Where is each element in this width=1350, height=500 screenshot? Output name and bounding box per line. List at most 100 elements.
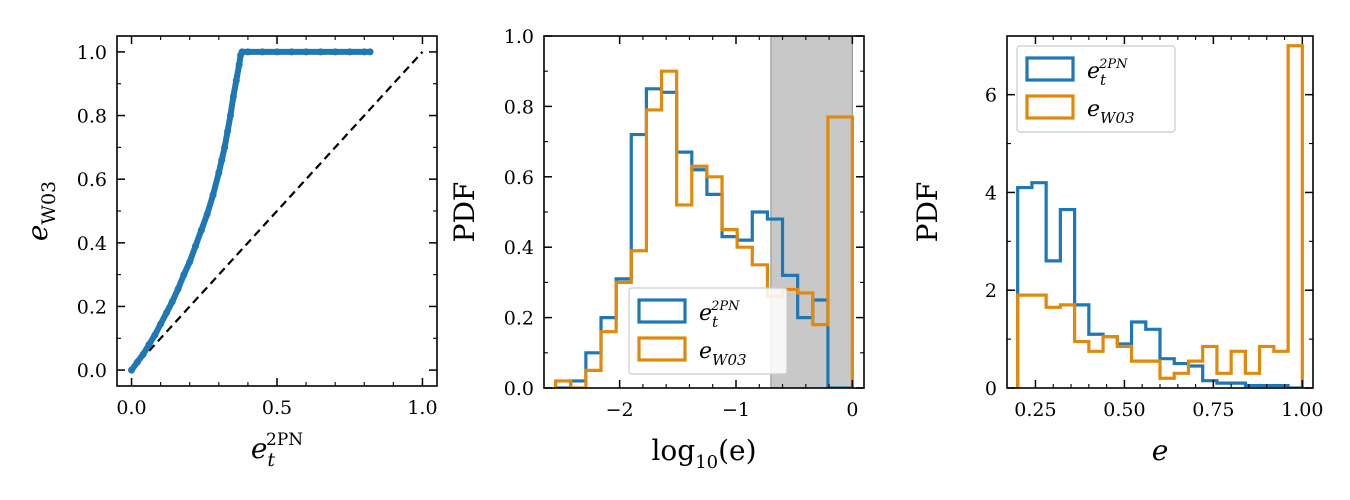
legend-swatch — [1025, 56, 1075, 82]
y-tick-label: 0.6 — [504, 167, 534, 189]
legend-swatch — [637, 336, 687, 362]
plot-area — [554, 36, 854, 388]
scatter-point — [244, 48, 252, 56]
y-tick-label: 0.8 — [77, 106, 107, 128]
scatter-point — [258, 48, 266, 56]
x-axis-label-sup: 2PN — [266, 430, 303, 450]
x-tick-label: 1.0 — [407, 397, 437, 419]
scatter-point — [203, 210, 211, 218]
y-axis-label-sub: W03 — [38, 181, 60, 225]
x-axis-label: log10(e) — [651, 434, 756, 473]
x-tick-label: −1 — [722, 399, 750, 421]
legend-entry-sub: t — [1100, 71, 1107, 89]
scatter-point — [145, 341, 153, 349]
y-tick-label: 6 — [985, 85, 997, 107]
scatter-point — [235, 61, 243, 69]
x-axis-label-sub: 10 — [695, 452, 718, 473]
legend-entry-sub: t — [712, 313, 719, 331]
scatter-point — [133, 358, 141, 366]
x-tick-label: 0.25 — [1014, 399, 1056, 421]
plot-area — [128, 48, 424, 374]
scatter-point — [302, 48, 310, 56]
reference-line — [130, 51, 424, 371]
legend-entry-sup: 2PN — [710, 299, 740, 314]
legend-entry-base: e — [699, 339, 712, 364]
x-axis-label-suffix: (e) — [718, 434, 756, 467]
scatter-point — [197, 226, 205, 234]
scatter-point — [224, 127, 232, 135]
scatter-point — [192, 242, 200, 250]
y-tick-label: 0.0 — [504, 378, 534, 400]
scatter-point — [139, 350, 147, 358]
scatter-point — [238, 48, 246, 56]
y-tick-label: 0.0 — [77, 360, 107, 382]
legend-entry-base: e — [1087, 97, 1100, 122]
legend-entry-label: et2PN — [1087, 57, 1128, 89]
scatter-point — [232, 77, 240, 85]
legend-box — [628, 287, 788, 375]
y-axis-label-text: PDF — [448, 182, 481, 243]
legend-swatch — [637, 298, 687, 324]
legend-entry-label: et2PN — [699, 299, 740, 331]
scatter-point — [174, 285, 182, 293]
scatter-point — [151, 331, 159, 339]
scatter-point — [128, 366, 136, 374]
hist-series-2 — [1016, 44, 1304, 388]
x-tick-label: 1.00 — [1281, 399, 1323, 421]
scatter-point — [331, 48, 339, 56]
scatter-point — [162, 309, 170, 317]
scatter-point — [226, 112, 234, 120]
legend-entry-sub: W03 — [1100, 109, 1135, 127]
plot-area — [1016, 44, 1304, 388]
y-tick-label: 0.4 — [504, 237, 534, 259]
scatter-point — [288, 48, 296, 56]
y-tick-label: 0.6 — [77, 169, 107, 191]
x-axis-label: et2PN — [251, 430, 303, 471]
scatter-point — [360, 48, 368, 56]
legend-entry-label: eW03 — [1087, 97, 1135, 127]
x-axis-label-text: log — [651, 434, 695, 467]
legend-entry-sub: W03 — [712, 351, 747, 369]
x-axis-label: e — [1152, 434, 1169, 467]
legend-box — [1016, 45, 1176, 133]
scatter-point — [180, 271, 188, 279]
scatter-point — [346, 48, 354, 56]
y-axis-label-text: PDF — [911, 182, 944, 243]
panel-2: −2 −1 00.00.20.40.60.81.0log10(e)PDFet2PNe… — [448, 26, 865, 473]
y-axis-label-base: e — [21, 225, 54, 242]
y-axis-label: PDF — [448, 182, 481, 243]
legend-entry-base: e — [1087, 59, 1100, 84]
y-axis-label: eW03 — [21, 181, 60, 241]
legend-swatch — [1025, 94, 1075, 120]
x-tick-label: −2 — [606, 399, 634, 421]
scatter-point — [366, 48, 374, 56]
scatter-point — [209, 191, 217, 199]
legend-entry-sup: 2PN — [1098, 57, 1128, 72]
scatter-point — [218, 156, 226, 164]
x-axis-label-base: e — [251, 432, 268, 465]
legend-entry-label: eW03 — [699, 339, 747, 369]
scatter-band-segment — [210, 169, 222, 199]
y-tick-label: 0 — [985, 378, 997, 400]
scatter-point — [317, 48, 325, 56]
x-tick-label: 0 — [846, 399, 858, 421]
scatter-point — [157, 320, 165, 328]
y-tick-label: 0.8 — [504, 96, 534, 118]
x-axis-label-sub: t — [267, 449, 275, 471]
x-tick-label: 0.0 — [116, 397, 146, 419]
scatter-point — [221, 143, 229, 151]
scatter-point — [273, 48, 281, 56]
scatter-point — [168, 298, 176, 306]
legend-entry-base: e — [699, 301, 712, 326]
y-tick-label: 0.4 — [77, 233, 107, 255]
x-tick-label: 0.75 — [1192, 399, 1234, 421]
y-tick-label: 0.2 — [77, 296, 107, 318]
hist-series-1 — [1016, 181, 1303, 388]
x-axis-label-base: e — [1152, 434, 1169, 467]
x-tick-label: 0.5 — [262, 397, 292, 419]
y-tick-label: 2 — [985, 280, 997, 302]
x-tick-label: 0.50 — [1103, 399, 1145, 421]
